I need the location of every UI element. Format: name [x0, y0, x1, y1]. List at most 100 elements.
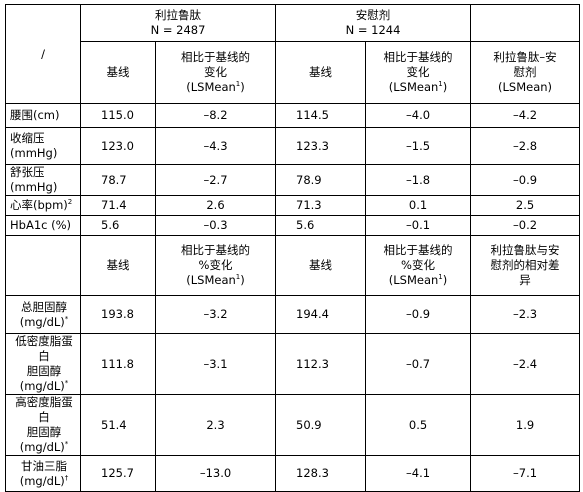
row-label-line1: 高密度脂蛋白 [15, 395, 73, 424]
group1-change-cell: –8.2 [154, 103, 277, 128]
row-label: 舒张压 (mmHg) [5, 164, 81, 196]
row-label-text: 腰围(cm) [10, 108, 60, 122]
row-label: 心率(bpm)2 [5, 195, 81, 216]
group1-change-cell: –13.0 [154, 455, 277, 492]
pct-header-line3: (LSMean1) [368, 273, 468, 288]
pct-header-line1: 相比于基线的 [181, 243, 250, 257]
group2-n: N = 1244 [345, 23, 401, 37]
row-label-unit: (mg/dL) [19, 440, 65, 454]
pct-header-close: ) [442, 273, 448, 287]
group2-pct-change-header: 相比于基线的 %变化 (LSMean1) [365, 235, 472, 296]
group2-baseline-cell: 71.3 [275, 195, 367, 216]
pct-header-close: ) [240, 273, 245, 287]
diff-cell: –4.2 [470, 103, 581, 128]
pct-header-row: 基线 相比于基线的 %变化 (LSMean1) 基线 相比于基线的 %变化 (LSMean1)… [5, 235, 581, 296]
group2-change-cell: –0.9 [365, 295, 472, 334]
row-label-line2: 胆固醇 [26, 425, 62, 439]
group2-change-cell: –0.7 [365, 333, 472, 395]
row-label-line2: 胆固醇 [26, 364, 62, 378]
group1-change-cell: –3.2 [154, 295, 277, 334]
group2-baseline-cell: 128.3 [275, 455, 367, 492]
group1-name: 利拉鲁肽 [155, 8, 201, 22]
change-header-footnote: 1 [438, 80, 443, 89]
change-header-lsmean: (LSMean [388, 80, 439, 94]
group2-change-cell: 0.5 [365, 394, 472, 456]
corner-cell: / [5, 4, 81, 104]
group2-baseline-cell: 5.6 [275, 215, 367, 236]
group1-change-cell: –4.3 [154, 127, 277, 165]
row-label-line1: 低密度脂蛋白 [15, 334, 73, 363]
group2-baseline-header-2: 基线 [275, 235, 367, 296]
table-row: 甘油三脂 (mg/dL)† 125.7 –13.0 128.3 –4.1 –7.1 [5, 455, 581, 492]
change-header-footnote: 1 [235, 80, 241, 89]
table-row: HbA1c (%) 5.6 –0.3 5.6 –0.1 –0.2 [5, 215, 581, 236]
group1-change-cell: –3.1 [154, 333, 277, 395]
pct-header-line3: (LSMean1) [158, 273, 273, 288]
table-row: 腰围(cm) 115.0 –8.2 114.5 –4.0 –4.2 [5, 103, 581, 128]
row-label: 腰围(cm) [5, 103, 81, 128]
change-header-line1: 相比于基线的 [383, 50, 453, 64]
group2-change-cell: –1.5 [365, 127, 472, 165]
row-label-last-line: (mg/dL)* [10, 440, 78, 455]
row-label: 高密度脂蛋白 胆固醇 (mg/dL)* [5, 394, 81, 456]
row-label-last-line: (mg/dL)* [10, 315, 78, 330]
group2-change-cell: –0.1 [365, 215, 472, 236]
diff-header-empty [470, 4, 581, 42]
row-label-line1: 甘油三脂 [21, 458, 67, 473]
column-header-row: 基线 相比于基线的 变化 (LSMean1) 基线 相比于基线的 变化 (LSM… [6, 41, 581, 104]
change-header-line3: (LSMean1) [368, 80, 468, 95]
row-label-text: 心率(bpm) [10, 198, 68, 212]
group1-header: 利拉鲁肽 N = 2487 [79, 4, 277, 42]
change-header-line2: 变化 [204, 65, 227, 79]
group1-baseline-cell: 123.0 [80, 127, 156, 165]
pct-header-footnote: 1 [438, 273, 443, 282]
group2-baseline-cell: 123.3 [275, 127, 367, 165]
group2-baseline-cell: 194.4 [275, 295, 367, 334]
group2-name: 安慰剂 [355, 8, 391, 22]
pct-header-line2: %变化 [198, 258, 233, 272]
row-label-text: HbA1c (%) [10, 218, 72, 232]
diff-cell: –7.1 [470, 455, 581, 492]
group2-change-cell: –1.8 [365, 164, 472, 196]
group1-baseline-cell: 193.8 [80, 295, 156, 334]
group1-baseline-cell: 51.4 [80, 394, 156, 456]
table-row: 舒张压 (mmHg) 78.7 –2.7 78.9 –1.8 –0.9 [5, 164, 581, 196]
relative-diff-line2: 慰剂的相对差 [490, 258, 560, 272]
change-header-close: ) [240, 80, 245, 94]
relative-diff-line1: 利拉鲁肽与安 [490, 243, 560, 257]
group2-change-cell: –4.1 [365, 455, 472, 492]
diff-header: 利拉鲁肽–安 慰剂 (LSMean) [470, 41, 581, 104]
pct-header-line1: 相比于基线的 [383, 243, 453, 257]
row-label-footnote: 2 [67, 198, 73, 207]
group2-baseline-cell: 112.3 [275, 333, 367, 395]
row-label-last-line: (mg/dL)† [10, 474, 78, 489]
group1-baseline-header-2: 基线 [80, 235, 156, 296]
row-label: 低密度脂蛋白 胆固醇 (mg/dL)* [5, 333, 81, 395]
group1-baseline-cell: 5.6 [80, 215, 156, 236]
group1-change-cell: 2.3 [154, 394, 277, 456]
group2-baseline-cell: 50.9 [275, 394, 367, 456]
pct-header-lsmean: (LSMean [186, 273, 236, 287]
row-label: HbA1c (%) [5, 215, 81, 236]
group1-baseline-cell: 71.4 [80, 195, 156, 216]
group2-baseline-cell: 78.9 [275, 164, 367, 196]
relative-diff-line3: 异 [519, 273, 531, 287]
row-label-unit: (mg/dL) [19, 314, 65, 329]
change-header-lsmean: (LSMean [186, 80, 236, 94]
row-label-unit: (mmHg) [10, 180, 58, 194]
change-header-close: ) [442, 80, 448, 94]
diff-header-line3: (LSMean) [498, 80, 553, 94]
table-row: 高密度脂蛋白 胆固醇 (mg/dL)* 51.4 2.3 50.9 0.5 1.9 [5, 394, 581, 456]
diff-header-line2: 慰剂 [513, 65, 537, 79]
group1-baseline-cell: 115.0 [80, 103, 156, 128]
group1-change-cell: –2.7 [154, 164, 277, 196]
diff-cell: 2.5 [470, 195, 581, 216]
row-label-mark: * [64, 314, 69, 323]
group1-change-header: 相比于基线的 变化 (LSMean1) [154, 41, 277, 104]
row-label-text: 舒张压 [10, 165, 45, 179]
row-label: 收缩压 (mmHg) [5, 127, 81, 165]
change-header-line3: (LSMean1) [158, 80, 273, 95]
group2-change-cell: –4.0 [365, 103, 472, 128]
diff-cell: –0.9 [470, 164, 581, 196]
group1-baseline-cell: 125.7 [80, 455, 156, 492]
